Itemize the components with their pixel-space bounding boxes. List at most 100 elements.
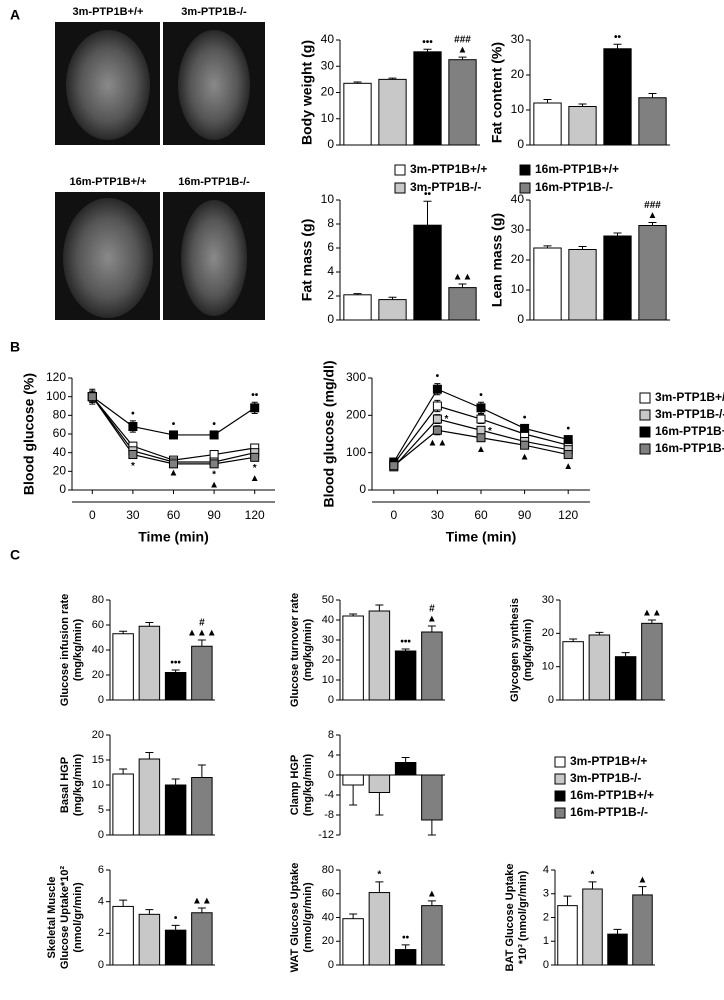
y-axis-label: *10³ (nmol/gr/min) (517, 870, 529, 964)
y-tick-label: 0 (328, 769, 334, 781)
significance-marker: • (523, 412, 527, 423)
y-tick-label: 30 (321, 58, 335, 72)
legend-label: 16m-PTP1B+/+ (655, 424, 724, 438)
x-tick-label: 0 (390, 508, 397, 522)
significance-marker: ••• (400, 637, 411, 648)
legend-swatch (554, 756, 566, 768)
y-tick-label: 120 (46, 370, 66, 384)
x-tick-label: 90 (207, 508, 221, 522)
y-tick-label: 20 (321, 85, 335, 99)
point (209, 430, 219, 440)
y-tick-label: 2 (327, 288, 334, 302)
significance-marker: •• (251, 390, 259, 401)
y-tick-label: 30 (542, 594, 554, 606)
error-bar (543, 99, 552, 103)
y-tick-label: -4 (324, 789, 334, 801)
bar (191, 645, 213, 701)
y-tick-label: 0 (59, 482, 66, 496)
significance-marker: # (429, 604, 435, 615)
y-tick-label: 60 (53, 426, 67, 440)
y-tick-label: 10 (321, 111, 335, 125)
error-bar (171, 669, 180, 673)
mri-body (181, 200, 247, 316)
error-bar (375, 792, 384, 816)
legend-swatch (639, 392, 651, 404)
point (476, 414, 486, 424)
y-axis-label: Glucose turnover rate (289, 593, 301, 707)
x-tick-label: 90 (518, 508, 532, 522)
error-bar (648, 222, 657, 226)
bar (342, 918, 364, 966)
error-bar (388, 77, 397, 80)
legend-swatch (554, 807, 566, 819)
y-axis-label: (nmol/gr/min) (72, 882, 84, 953)
bar (533, 102, 562, 146)
point (128, 422, 138, 432)
significance-marker: ▲▲ (192, 896, 212, 907)
y-tick-label: 300 (346, 370, 366, 384)
y-axis-label: Fat mass (g) (299, 219, 315, 301)
y-axis-label: Lean mass (g) (489, 213, 505, 307)
error-bar (197, 639, 206, 647)
point (432, 401, 442, 411)
significance-marker: # (199, 618, 205, 629)
significance-marker: ▲ (648, 210, 658, 221)
significance-marker: ▲▲ (642, 608, 662, 619)
error-bar (563, 895, 572, 906)
y-tick-label: 20 (322, 654, 334, 666)
y-tick-label: 40 (321, 32, 335, 46)
y-tick-label: 30 (511, 32, 525, 46)
error-bar (648, 93, 657, 98)
y-tick-label: 20 (92, 669, 104, 681)
bar (191, 912, 213, 966)
error-bar (145, 909, 154, 915)
bar (343, 82, 372, 146)
point (250, 452, 260, 462)
legend-swatch (554, 773, 566, 785)
bar (164, 672, 187, 701)
point (432, 414, 442, 424)
bar (413, 51, 442, 146)
y-axis-label: Body weight (g) (299, 40, 315, 145)
legend-swatch (639, 443, 651, 455)
significance-marker: ▲▲▲ (187, 628, 217, 639)
bar (421, 631, 443, 701)
x-tick-label: 120 (245, 508, 265, 522)
y-tick-label: 8 (328, 729, 334, 741)
bar (614, 656, 637, 701)
significance-marker: •• (614, 32, 622, 43)
significance-marker: ▲ (458, 45, 468, 56)
point (432, 384, 442, 394)
mri-body (66, 30, 150, 140)
point (563, 435, 573, 445)
mri-body (178, 30, 250, 140)
significance-marker: ▲ (520, 452, 530, 463)
error-bar (388, 296, 397, 300)
panel-label: A (10, 7, 20, 23)
error-bar (353, 293, 362, 295)
y-axis-label: (mg/kg/min) (72, 619, 84, 682)
error-bar (613, 43, 622, 49)
significance-marker: ▲▲ (453, 272, 473, 283)
error-bar (353, 81, 362, 84)
bar (368, 610, 391, 701)
bar (568, 106, 597, 146)
y-tick-label: 4 (327, 264, 334, 278)
error-bar (588, 881, 597, 889)
error-bar (621, 652, 630, 657)
error-bar (197, 764, 206, 778)
error-bar (119, 630, 128, 634)
bar (343, 294, 372, 321)
image-label: 16m-PTP1B+/+ (69, 176, 146, 188)
legend-swatch (639, 426, 651, 438)
error-bar (119, 768, 128, 774)
y-tick-label: 80 (322, 864, 334, 876)
point (520, 440, 530, 450)
error-bar (427, 820, 436, 836)
y-tick-label: 10 (542, 661, 554, 673)
significance-marker: • (172, 419, 176, 430)
bar (368, 774, 391, 793)
significance-marker: * (212, 469, 216, 480)
bar (368, 892, 391, 966)
y-axis-label: Blood glucose (%) (21, 373, 37, 495)
